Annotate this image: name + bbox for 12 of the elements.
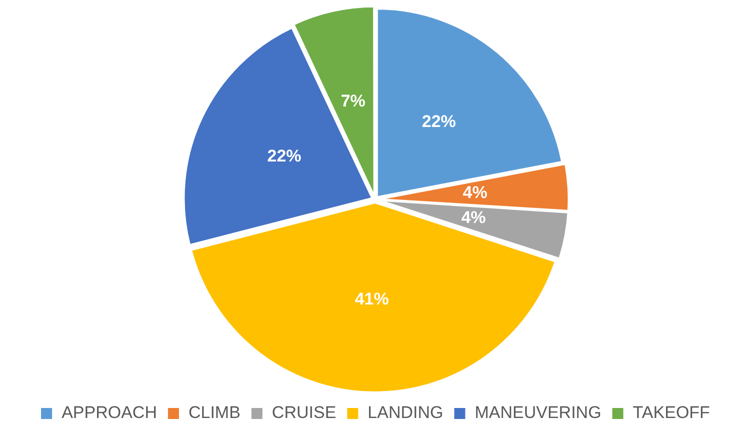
data-label: 4% bbox=[461, 208, 486, 227]
legend-label: MANEUVERING bbox=[474, 403, 602, 422]
legend-label: TAKEOFF bbox=[632, 403, 710, 422]
legend-label: LANDING bbox=[368, 403, 444, 422]
data-label: 22% bbox=[422, 112, 456, 131]
legend-label: APPROACH bbox=[62, 403, 157, 422]
data-label: 4% bbox=[462, 182, 488, 202]
data-label: 22% bbox=[267, 146, 302, 166]
legend-label: CRUISE bbox=[272, 403, 336, 422]
legend-label: CLIMB bbox=[188, 403, 240, 422]
data-label: 41% bbox=[354, 289, 389, 308]
data-label: 7% bbox=[340, 91, 366, 110]
